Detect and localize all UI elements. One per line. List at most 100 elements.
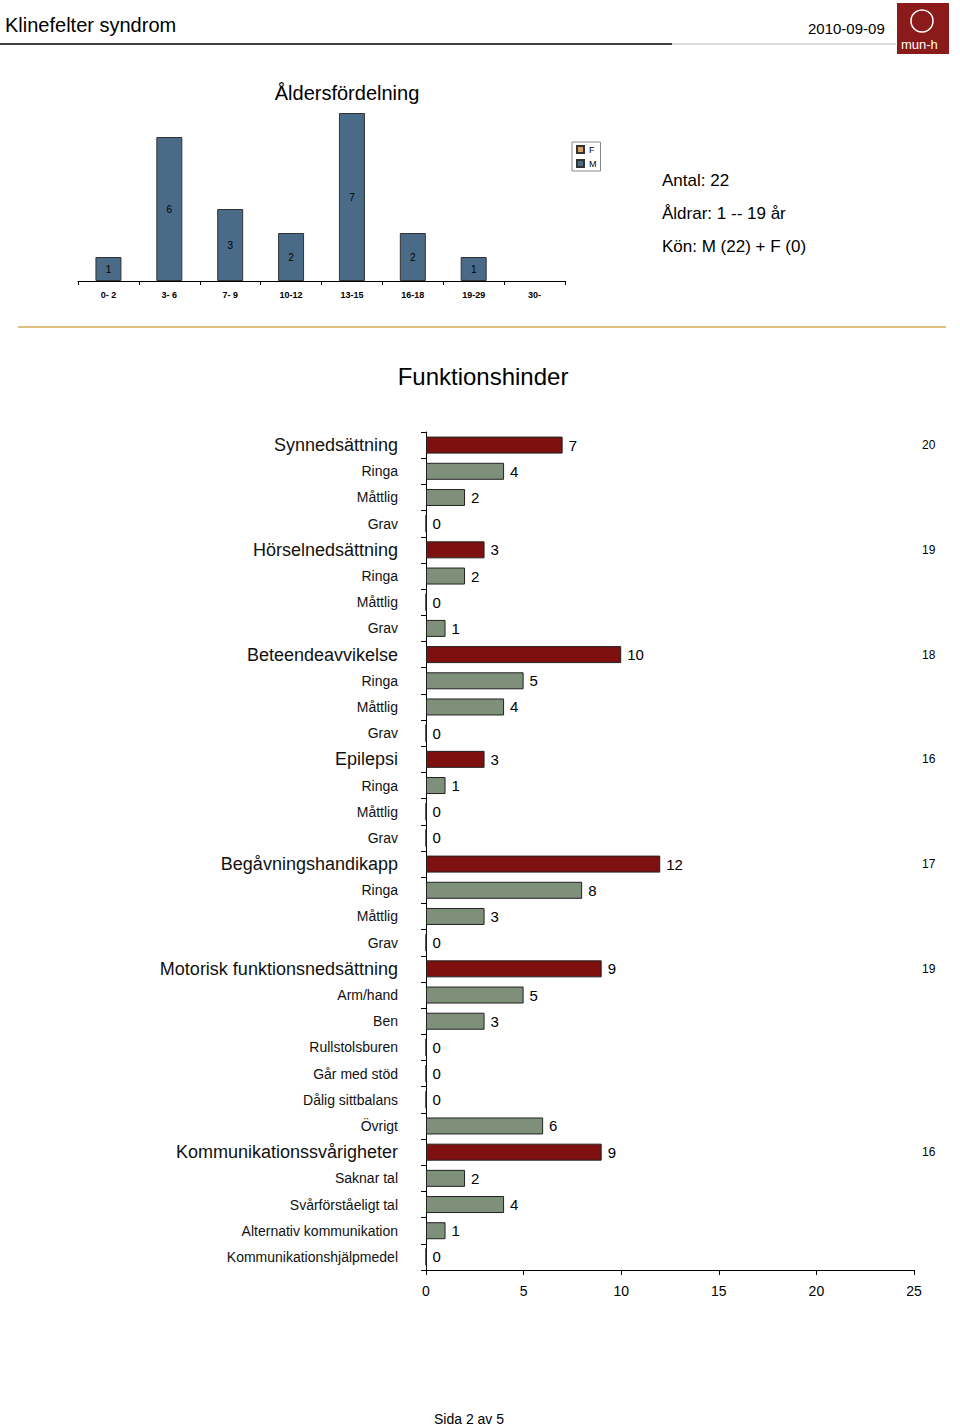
svg-text:2: 2	[471, 1170, 479, 1187]
svg-text:Funktionshinder: Funktionshinder	[398, 363, 569, 390]
svg-text:19: 19	[922, 543, 936, 557]
svg-text:0: 0	[433, 1248, 441, 1265]
svg-text:15: 15	[711, 1283, 727, 1299]
svg-text:2010-09-09: 2010-09-09	[808, 20, 885, 37]
svg-text:0: 0	[433, 934, 441, 951]
svg-text:Kommunikationshjälpmedel: Kommunikationshjälpmedel	[227, 1249, 398, 1265]
svg-text:4: 4	[510, 1196, 518, 1213]
svg-text:Ringa: Ringa	[361, 673, 398, 689]
svg-text:5: 5	[530, 672, 538, 689]
svg-text:Epilepsi: Epilepsi	[335, 749, 398, 769]
svg-text:5: 5	[520, 1283, 528, 1299]
svg-text:Antal: 22: Antal: 22	[662, 171, 729, 190]
svg-text:16-18: 16-18	[401, 290, 424, 300]
svg-text:Grav: Grav	[368, 830, 398, 846]
svg-text:3: 3	[491, 751, 499, 768]
svg-text:7: 7	[569, 437, 577, 454]
svg-text:Synnedsättning: Synnedsättning	[274, 435, 398, 455]
svg-text:Åldersfördelning: Åldersfördelning	[275, 82, 420, 104]
svg-text:19-29: 19-29	[462, 290, 485, 300]
svg-text:16: 16	[922, 752, 936, 766]
svg-text:0: 0	[422, 1283, 430, 1299]
svg-text:Rullstolsburen: Rullstolsburen	[309, 1039, 398, 1055]
svg-text:3: 3	[491, 541, 499, 558]
svg-text:10: 10	[627, 646, 644, 663]
svg-text:3- 6: 3- 6	[162, 290, 178, 300]
svg-text:0: 0	[433, 594, 441, 611]
svg-text:Saknar tal: Saknar tal	[335, 1170, 398, 1186]
svg-text:8: 8	[588, 882, 596, 899]
svg-text:20: 20	[922, 438, 936, 452]
svg-text:18: 18	[922, 648, 936, 662]
svg-text:3: 3	[227, 240, 233, 251]
svg-text:3: 3	[491, 1013, 499, 1030]
svg-text:1: 1	[452, 777, 460, 794]
svg-text:16: 16	[922, 1145, 936, 1159]
svg-text:Kommunikationssvårigheter: Kommunikationssvårigheter	[176, 1142, 398, 1162]
svg-text:10-12: 10-12	[280, 290, 303, 300]
svg-text:0: 0	[433, 829, 441, 846]
svg-text:Hörselnedsättning: Hörselnedsättning	[253, 540, 398, 560]
svg-text:0: 0	[433, 1039, 441, 1056]
svg-text:Sida 2 av 5: Sida 2 av 5	[434, 1411, 504, 1425]
svg-text:1: 1	[106, 264, 112, 275]
svg-text:25: 25	[906, 1283, 922, 1299]
svg-text:Grav: Grav	[368, 725, 398, 741]
svg-text:Måttlig: Måttlig	[357, 594, 398, 610]
svg-text:9: 9	[608, 1144, 616, 1161]
svg-text:4: 4	[510, 698, 518, 715]
svg-text:Ringa: Ringa	[361, 463, 398, 479]
svg-text:Arm/hand: Arm/hand	[337, 987, 398, 1003]
svg-text:1: 1	[452, 1222, 460, 1239]
svg-text:20: 20	[809, 1283, 825, 1299]
svg-text:2: 2	[471, 489, 479, 506]
svg-text:F: F	[589, 145, 595, 155]
svg-text:Ringa: Ringa	[361, 778, 398, 794]
svg-text:4: 4	[510, 463, 518, 480]
svg-text:3: 3	[491, 908, 499, 925]
svg-text:Begåvningshandikapp: Begåvningshandikapp	[221, 854, 398, 874]
svg-text:6: 6	[167, 204, 173, 215]
svg-text:12: 12	[666, 856, 683, 873]
svg-text:Ringa: Ringa	[361, 568, 398, 584]
svg-text:9: 9	[608, 960, 616, 977]
svg-text:19: 19	[922, 962, 936, 976]
svg-text:Dålig sittbalans: Dålig sittbalans	[303, 1092, 398, 1108]
svg-text:1: 1	[471, 264, 477, 275]
svg-text:2: 2	[471, 568, 479, 585]
svg-text:Måttlig: Måttlig	[357, 699, 398, 715]
svg-text:7: 7	[349, 192, 355, 203]
svg-text:6: 6	[549, 1117, 557, 1134]
svg-text:Svårförståeligt tal: Svårförståeligt tal	[290, 1197, 398, 1213]
svg-text:Ben: Ben	[373, 1013, 398, 1029]
svg-text:0: 0	[433, 515, 441, 532]
svg-text:Ringa: Ringa	[361, 882, 398, 898]
svg-text:7- 9: 7- 9	[222, 290, 238, 300]
svg-text:0: 0	[433, 803, 441, 820]
svg-text:M: M	[589, 159, 597, 169]
svg-text:Måttlig: Måttlig	[357, 489, 398, 505]
svg-text:Övrigt: Övrigt	[361, 1117, 398, 1134]
svg-text:Måttlig: Måttlig	[357, 804, 398, 820]
svg-text:Måttlig: Måttlig	[357, 908, 398, 924]
svg-text:2: 2	[410, 252, 416, 263]
svg-text:Kön: M (22) + F (0): Kön: M (22) + F (0)	[662, 237, 806, 256]
svg-text:5: 5	[530, 987, 538, 1004]
svg-text:Åldrar: 1 -- 19 år: Åldrar: 1 -- 19 år	[662, 204, 786, 223]
svg-text:Grav: Grav	[368, 516, 398, 532]
svg-text:0: 0	[433, 1065, 441, 1082]
svg-text:1: 1	[452, 620, 460, 637]
svg-text:13-15: 13-15	[340, 290, 363, 300]
svg-text:30-: 30-	[528, 290, 541, 300]
svg-text:Alternativ kommunikation: Alternativ kommunikation	[242, 1223, 398, 1239]
svg-text:Grav: Grav	[368, 935, 398, 951]
svg-text:Grav: Grav	[368, 620, 398, 636]
svg-text:17: 17	[922, 857, 936, 871]
svg-text:2: 2	[288, 252, 294, 263]
svg-text:Går med stöd: Går med stöd	[313, 1066, 398, 1082]
svg-text:0- 2: 0- 2	[101, 290, 117, 300]
svg-text:Klinefelter syndrom: Klinefelter syndrom	[5, 14, 176, 36]
svg-text:0: 0	[433, 1091, 441, 1108]
svg-text:Motorisk funktionsnedsättning: Motorisk funktionsnedsättning	[160, 959, 398, 979]
svg-text:Beteendeavvikelse: Beteendeavvikelse	[247, 645, 398, 665]
